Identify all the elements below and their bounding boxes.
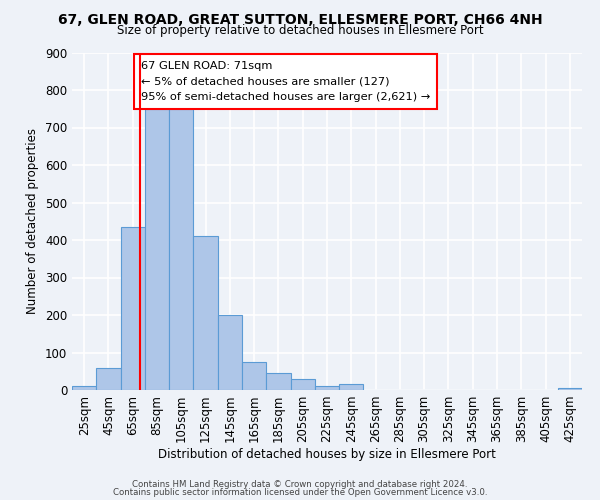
Bar [72, 386, 96, 390]
Bar [315, 386, 339, 390]
Text: 67, GLEN ROAD, GREAT SUTTON, ELLESMERE PORT, CH66 4NH: 67, GLEN ROAD, GREAT SUTTON, ELLESMERE P… [58, 12, 542, 26]
Bar [96, 368, 121, 390]
Bar [121, 227, 145, 390]
Bar [193, 236, 218, 390]
Bar [266, 373, 290, 390]
Bar [218, 315, 242, 390]
Bar [558, 388, 582, 390]
Bar [339, 384, 364, 390]
Bar [145, 109, 169, 390]
Bar [242, 362, 266, 390]
X-axis label: Distribution of detached houses by size in Ellesmere Port: Distribution of detached houses by size … [158, 448, 496, 461]
Y-axis label: Number of detached properties: Number of detached properties [26, 128, 40, 314]
Bar [169, 109, 193, 390]
Text: Contains HM Land Registry data © Crown copyright and database right 2024.: Contains HM Land Registry data © Crown c… [132, 480, 468, 489]
Text: Size of property relative to detached houses in Ellesmere Port: Size of property relative to detached ho… [116, 24, 484, 37]
Bar [290, 379, 315, 390]
Text: 67 GLEN ROAD: 71sqm
← 5% of detached houses are smaller (127)
95% of semi-detach: 67 GLEN ROAD: 71sqm ← 5% of detached hou… [141, 61, 430, 102]
Text: Contains public sector information licensed under the Open Government Licence v3: Contains public sector information licen… [113, 488, 487, 497]
